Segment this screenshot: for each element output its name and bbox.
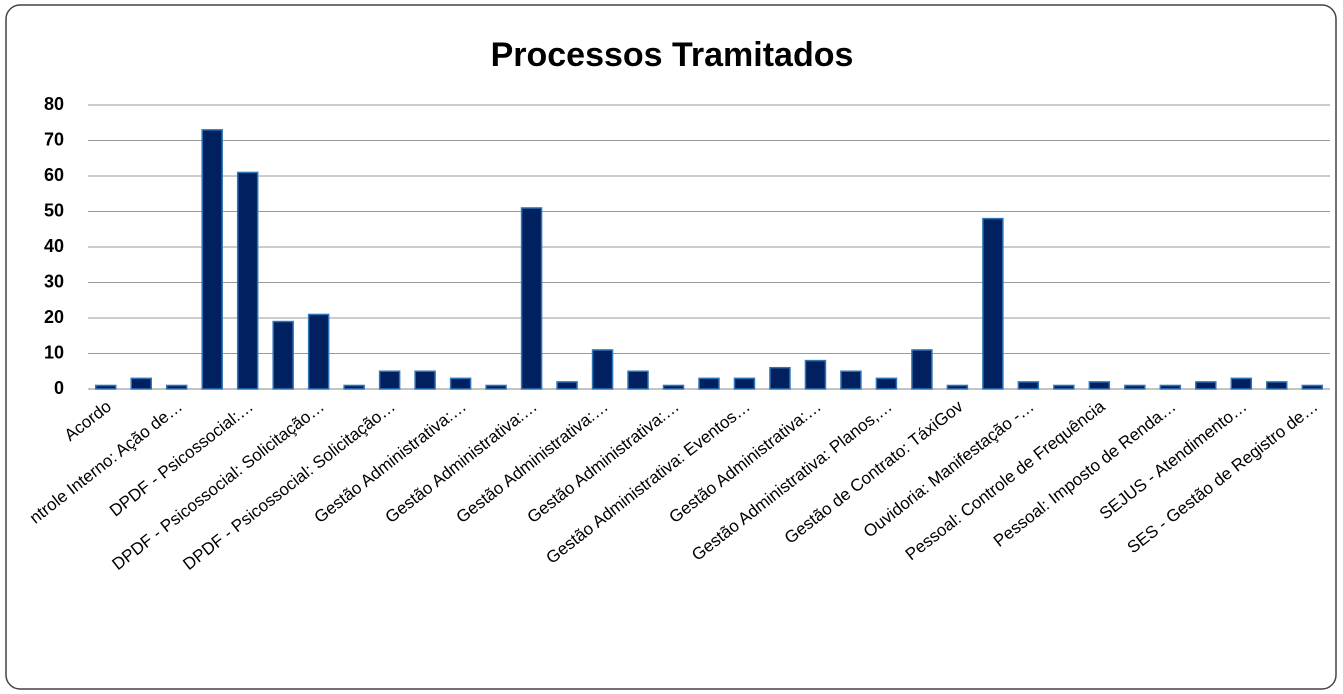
chart-title: Processos Tramitados bbox=[491, 36, 854, 74]
bar bbox=[1301, 384, 1324, 390]
bar bbox=[449, 377, 472, 390]
bar bbox=[591, 349, 614, 390]
bar bbox=[769, 366, 791, 390]
bar bbox=[520, 207, 543, 390]
bar bbox=[94, 384, 117, 390]
bar bbox=[1230, 377, 1253, 390]
bar bbox=[982, 217, 1004, 390]
bar bbox=[733, 377, 756, 390]
bar bbox=[414, 370, 436, 390]
bar bbox=[627, 370, 649, 390]
y-tick-label: 20 bbox=[44, 307, 64, 327]
bar bbox=[556, 381, 578, 390]
bar bbox=[1053, 384, 1075, 390]
bar bbox=[378, 370, 401, 390]
bar bbox=[307, 313, 330, 390]
bar bbox=[343, 384, 365, 390]
bar bbox=[165, 384, 188, 390]
y-tick-label: 60 bbox=[44, 165, 64, 185]
bar bbox=[1088, 381, 1111, 390]
bar bbox=[840, 370, 862, 390]
bar bbox=[946, 384, 969, 390]
y-tick-label: 70 bbox=[44, 129, 64, 149]
bar bbox=[1017, 381, 1040, 390]
bar bbox=[1159, 384, 1182, 390]
y-tick-label: 10 bbox=[44, 342, 64, 362]
y-tick-label: 50 bbox=[44, 200, 64, 220]
bar bbox=[911, 349, 933, 390]
bar bbox=[1124, 384, 1146, 390]
bar bbox=[662, 384, 685, 390]
bar bbox=[1195, 381, 1217, 390]
bar bbox=[272, 320, 294, 390]
bar bbox=[201, 129, 223, 390]
y-tick-label: 0 bbox=[54, 378, 64, 398]
y-tick-label: 40 bbox=[44, 236, 64, 256]
y-tick-label: 80 bbox=[44, 94, 64, 114]
bar bbox=[875, 377, 898, 390]
bar bbox=[130, 377, 152, 390]
bar bbox=[236, 171, 259, 390]
bar bbox=[804, 359, 827, 390]
y-tick-label: 30 bbox=[44, 271, 64, 291]
bar bbox=[1266, 381, 1288, 390]
bar bbox=[485, 384, 507, 390]
bar bbox=[698, 377, 720, 390]
